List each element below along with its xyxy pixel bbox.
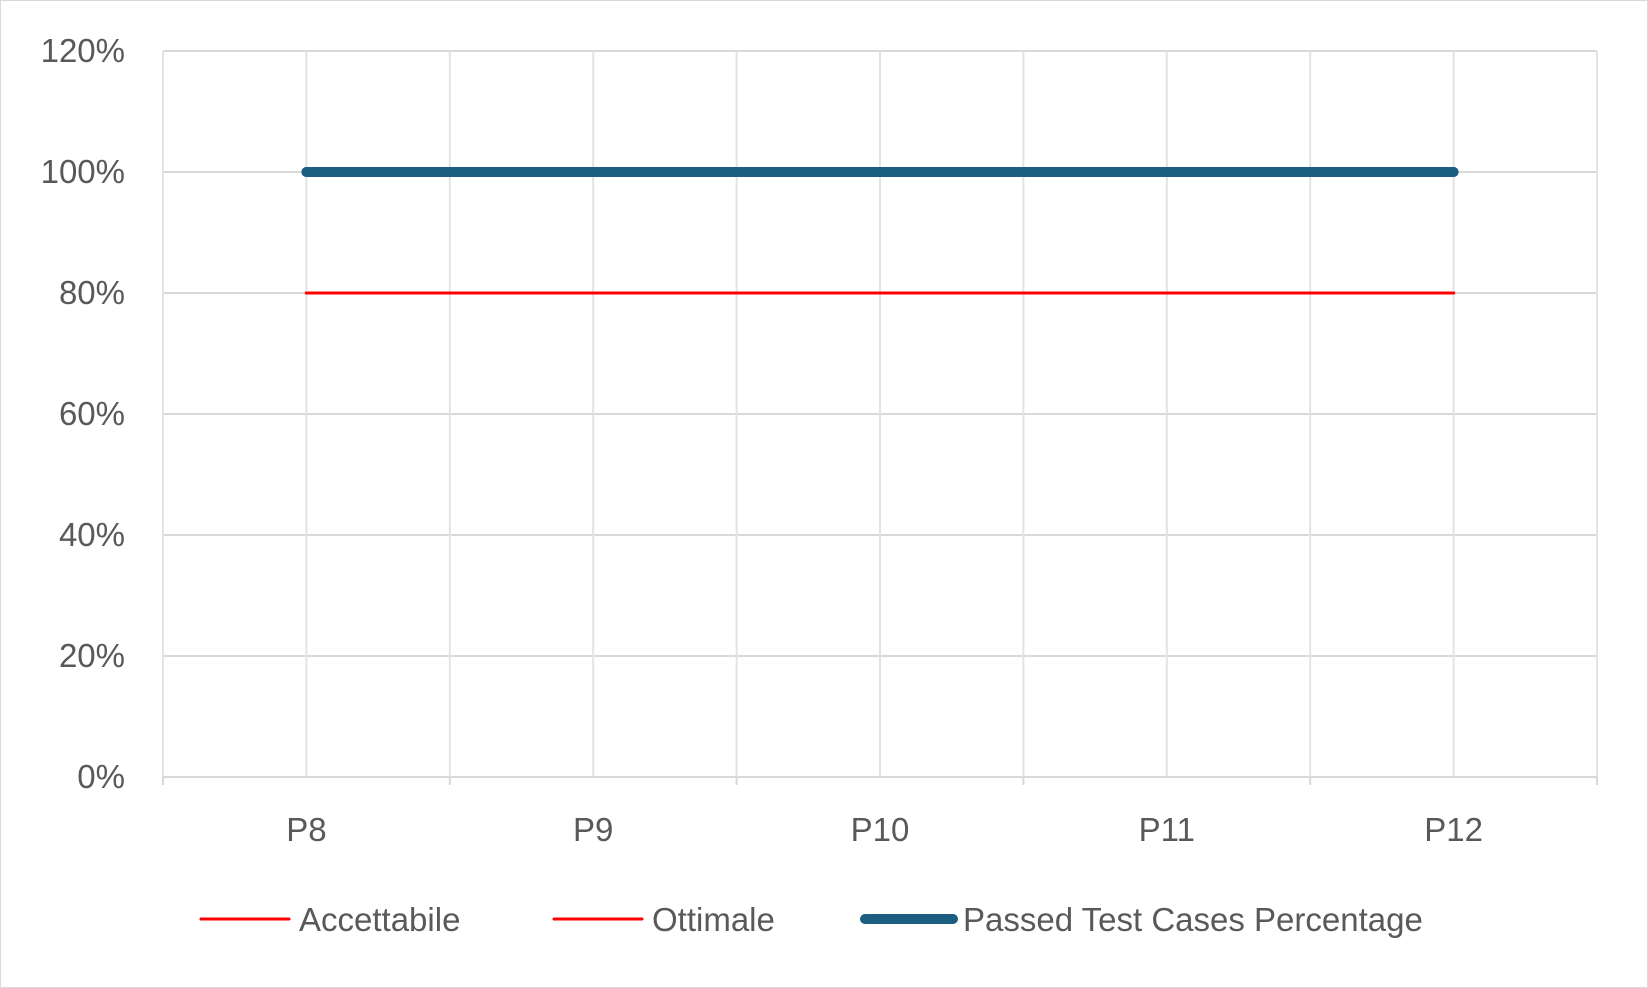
legend-label: Passed Test Cases Percentage <box>963 901 1423 938</box>
y-tick-label: 80% <box>59 274 125 311</box>
data-point <box>1161 167 1172 177</box>
x-tick-label: P11 <box>1139 811 1195 848</box>
data-point <box>591 291 595 295</box>
grid-lines <box>162 50 1598 777</box>
y-tick-label: 100% <box>41 153 125 190</box>
data-point <box>875 167 885 177</box>
x-tick-label: P8 <box>286 811 326 848</box>
legend-label: Ottimale <box>652 901 775 938</box>
data-point <box>304 291 308 295</box>
data-point <box>878 291 882 295</box>
y-tick-label: 20% <box>59 637 125 674</box>
legend: Accettabile Ottimale Passed Test Cases Per… <box>199 901 1423 938</box>
data-point <box>301 167 312 177</box>
y-tick-label: 40% <box>59 516 125 553</box>
x-tick-label: P10 <box>851 811 910 848</box>
data-point <box>1452 291 1456 295</box>
y-tick-label: 0% <box>77 758 125 795</box>
x-tick-label: P12 <box>1424 811 1483 848</box>
legend-label: Accettabile <box>299 901 460 938</box>
series-lines <box>301 167 1459 295</box>
y-tick-label: 120% <box>41 32 125 69</box>
x-tick-label: P9 <box>573 811 613 848</box>
data-point <box>588 167 599 177</box>
data-point <box>1165 291 1169 295</box>
tick-labels: 0% 20% 40% 60% 80% 100% 120% P8 P9 P10 P11 P12 <box>41 32 1483 848</box>
y-tick-label: 60% <box>59 395 125 432</box>
axes <box>162 776 1598 785</box>
data-point <box>1448 167 1459 177</box>
